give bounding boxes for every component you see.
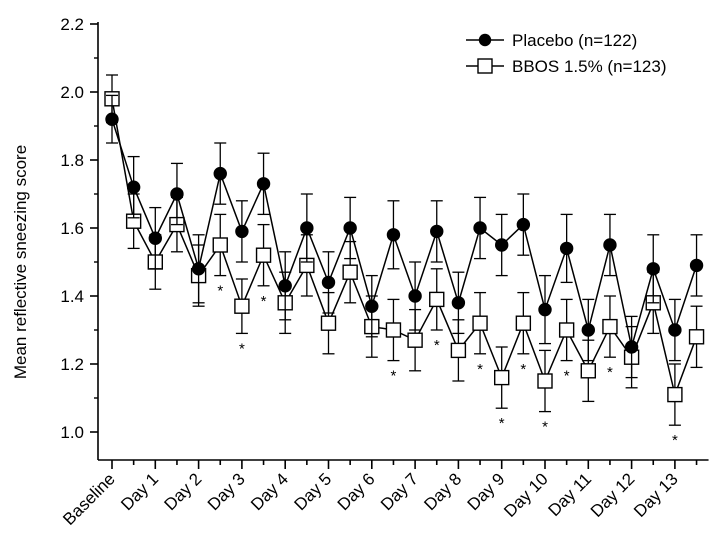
data-point <box>516 217 531 232</box>
data-point <box>105 112 119 126</box>
y-tick-label: 1.6 <box>60 219 84 238</box>
data-point <box>234 298 250 314</box>
data-point <box>385 322 402 338</box>
y-tick-label: 2.0 <box>60 83 84 102</box>
x-tick-label: Day 1 <box>117 469 162 514</box>
data-point <box>494 369 510 386</box>
x-tick-label: Day 10 <box>500 469 552 521</box>
significance-markers: * * * * * * * * * * * * <box>217 283 678 450</box>
data-point <box>148 231 163 245</box>
significance-star: * <box>261 293 267 310</box>
y-tick-label: 1.0 <box>60 423 84 442</box>
y-tick-label: 1.8 <box>60 151 84 170</box>
data-point <box>255 247 272 263</box>
y-tick-label: 1.4 <box>60 287 84 306</box>
series-line <box>111 118 698 348</box>
data-point <box>430 224 444 239</box>
y-tick-label: 1.2 <box>60 355 84 374</box>
x-tick-label: Day 7 <box>377 469 422 514</box>
data-point <box>213 166 227 181</box>
data-point <box>688 329 705 345</box>
x-tick-label: Day 3 <box>204 469 249 514</box>
data-point <box>495 238 509 252</box>
data-point <box>170 187 184 201</box>
significance-star: * <box>434 337 440 354</box>
data-point <box>581 323 595 337</box>
data-point <box>278 279 292 293</box>
x-tick-label: Day 6 <box>334 469 379 514</box>
legend-label: Placebo (n=122) <box>512 31 637 50</box>
data-point <box>320 315 337 331</box>
data-point <box>558 322 575 338</box>
data-point <box>538 302 552 317</box>
legend-item: Placebo (n=122) <box>466 31 637 50</box>
legend-marker <box>478 33 492 47</box>
data-point <box>212 237 228 253</box>
series-placebo <box>105 94 704 379</box>
x-tick-label: Baseline <box>59 469 119 529</box>
data-point <box>667 386 683 403</box>
data-point <box>603 238 617 252</box>
data-point <box>126 180 141 194</box>
y-axis-title: Mean reflective sneezing score <box>11 145 30 379</box>
legend: Placebo (n=122) BBOS 1.5% (n=123) <box>466 31 667 76</box>
y-axis: 1.0 1.2 1.4 1.6 1.8 2.0 2.2 <box>60 15 99 460</box>
data-point <box>473 221 487 235</box>
data-point <box>235 224 249 239</box>
significance-star: * <box>564 368 570 385</box>
data-point <box>300 221 314 235</box>
data-point <box>408 289 422 303</box>
x-tick-label: Day 5 <box>290 469 335 514</box>
data-point <box>515 315 532 331</box>
significance-star: * <box>391 368 397 385</box>
data-point <box>472 315 488 331</box>
data-point <box>559 241 574 256</box>
legend-marker <box>477 58 493 74</box>
data-point <box>451 296 466 310</box>
series-layer <box>104 74 705 426</box>
data-point <box>365 299 379 313</box>
significance-star: * <box>607 364 613 381</box>
significance-star: * <box>217 283 223 300</box>
significance-star: * <box>672 432 678 449</box>
legend-label: BBOS 1.5% (n=123) <box>512 57 667 76</box>
data-point <box>646 262 660 276</box>
data-point <box>386 228 401 242</box>
x-tick-label: Day 8 <box>420 469 465 514</box>
data-point <box>624 340 639 354</box>
significance-star: * <box>477 361 483 378</box>
data-point <box>343 221 357 235</box>
data-point <box>191 262 206 276</box>
legend-item: BBOS 1.5% (n=123) <box>466 57 667 76</box>
data-point <box>342 264 358 280</box>
data-point <box>668 323 682 337</box>
x-tick-label: Day 11 <box>544 469 595 520</box>
data-point <box>407 332 423 348</box>
data-point <box>321 275 336 290</box>
y-tick-label: 2.2 <box>60 15 84 34</box>
data-point <box>602 318 618 335</box>
data-point <box>256 177 271 191</box>
significance-star: * <box>542 419 548 436</box>
significance-star: * <box>499 415 505 432</box>
data-point <box>689 258 704 273</box>
data-point <box>580 363 596 379</box>
data-point <box>537 373 553 389</box>
significance-star: * <box>239 340 245 357</box>
x-tick-label: Day 2 <box>161 469 206 514</box>
data-point <box>429 291 445 308</box>
x-tick-label: Day 13 <box>630 469 682 521</box>
series-line <box>111 98 698 398</box>
data-point <box>450 342 467 359</box>
x-tick-label: Day 4 <box>247 469 292 514</box>
x-tick-label: Day 12 <box>587 469 639 521</box>
significance-star: * <box>520 361 526 378</box>
